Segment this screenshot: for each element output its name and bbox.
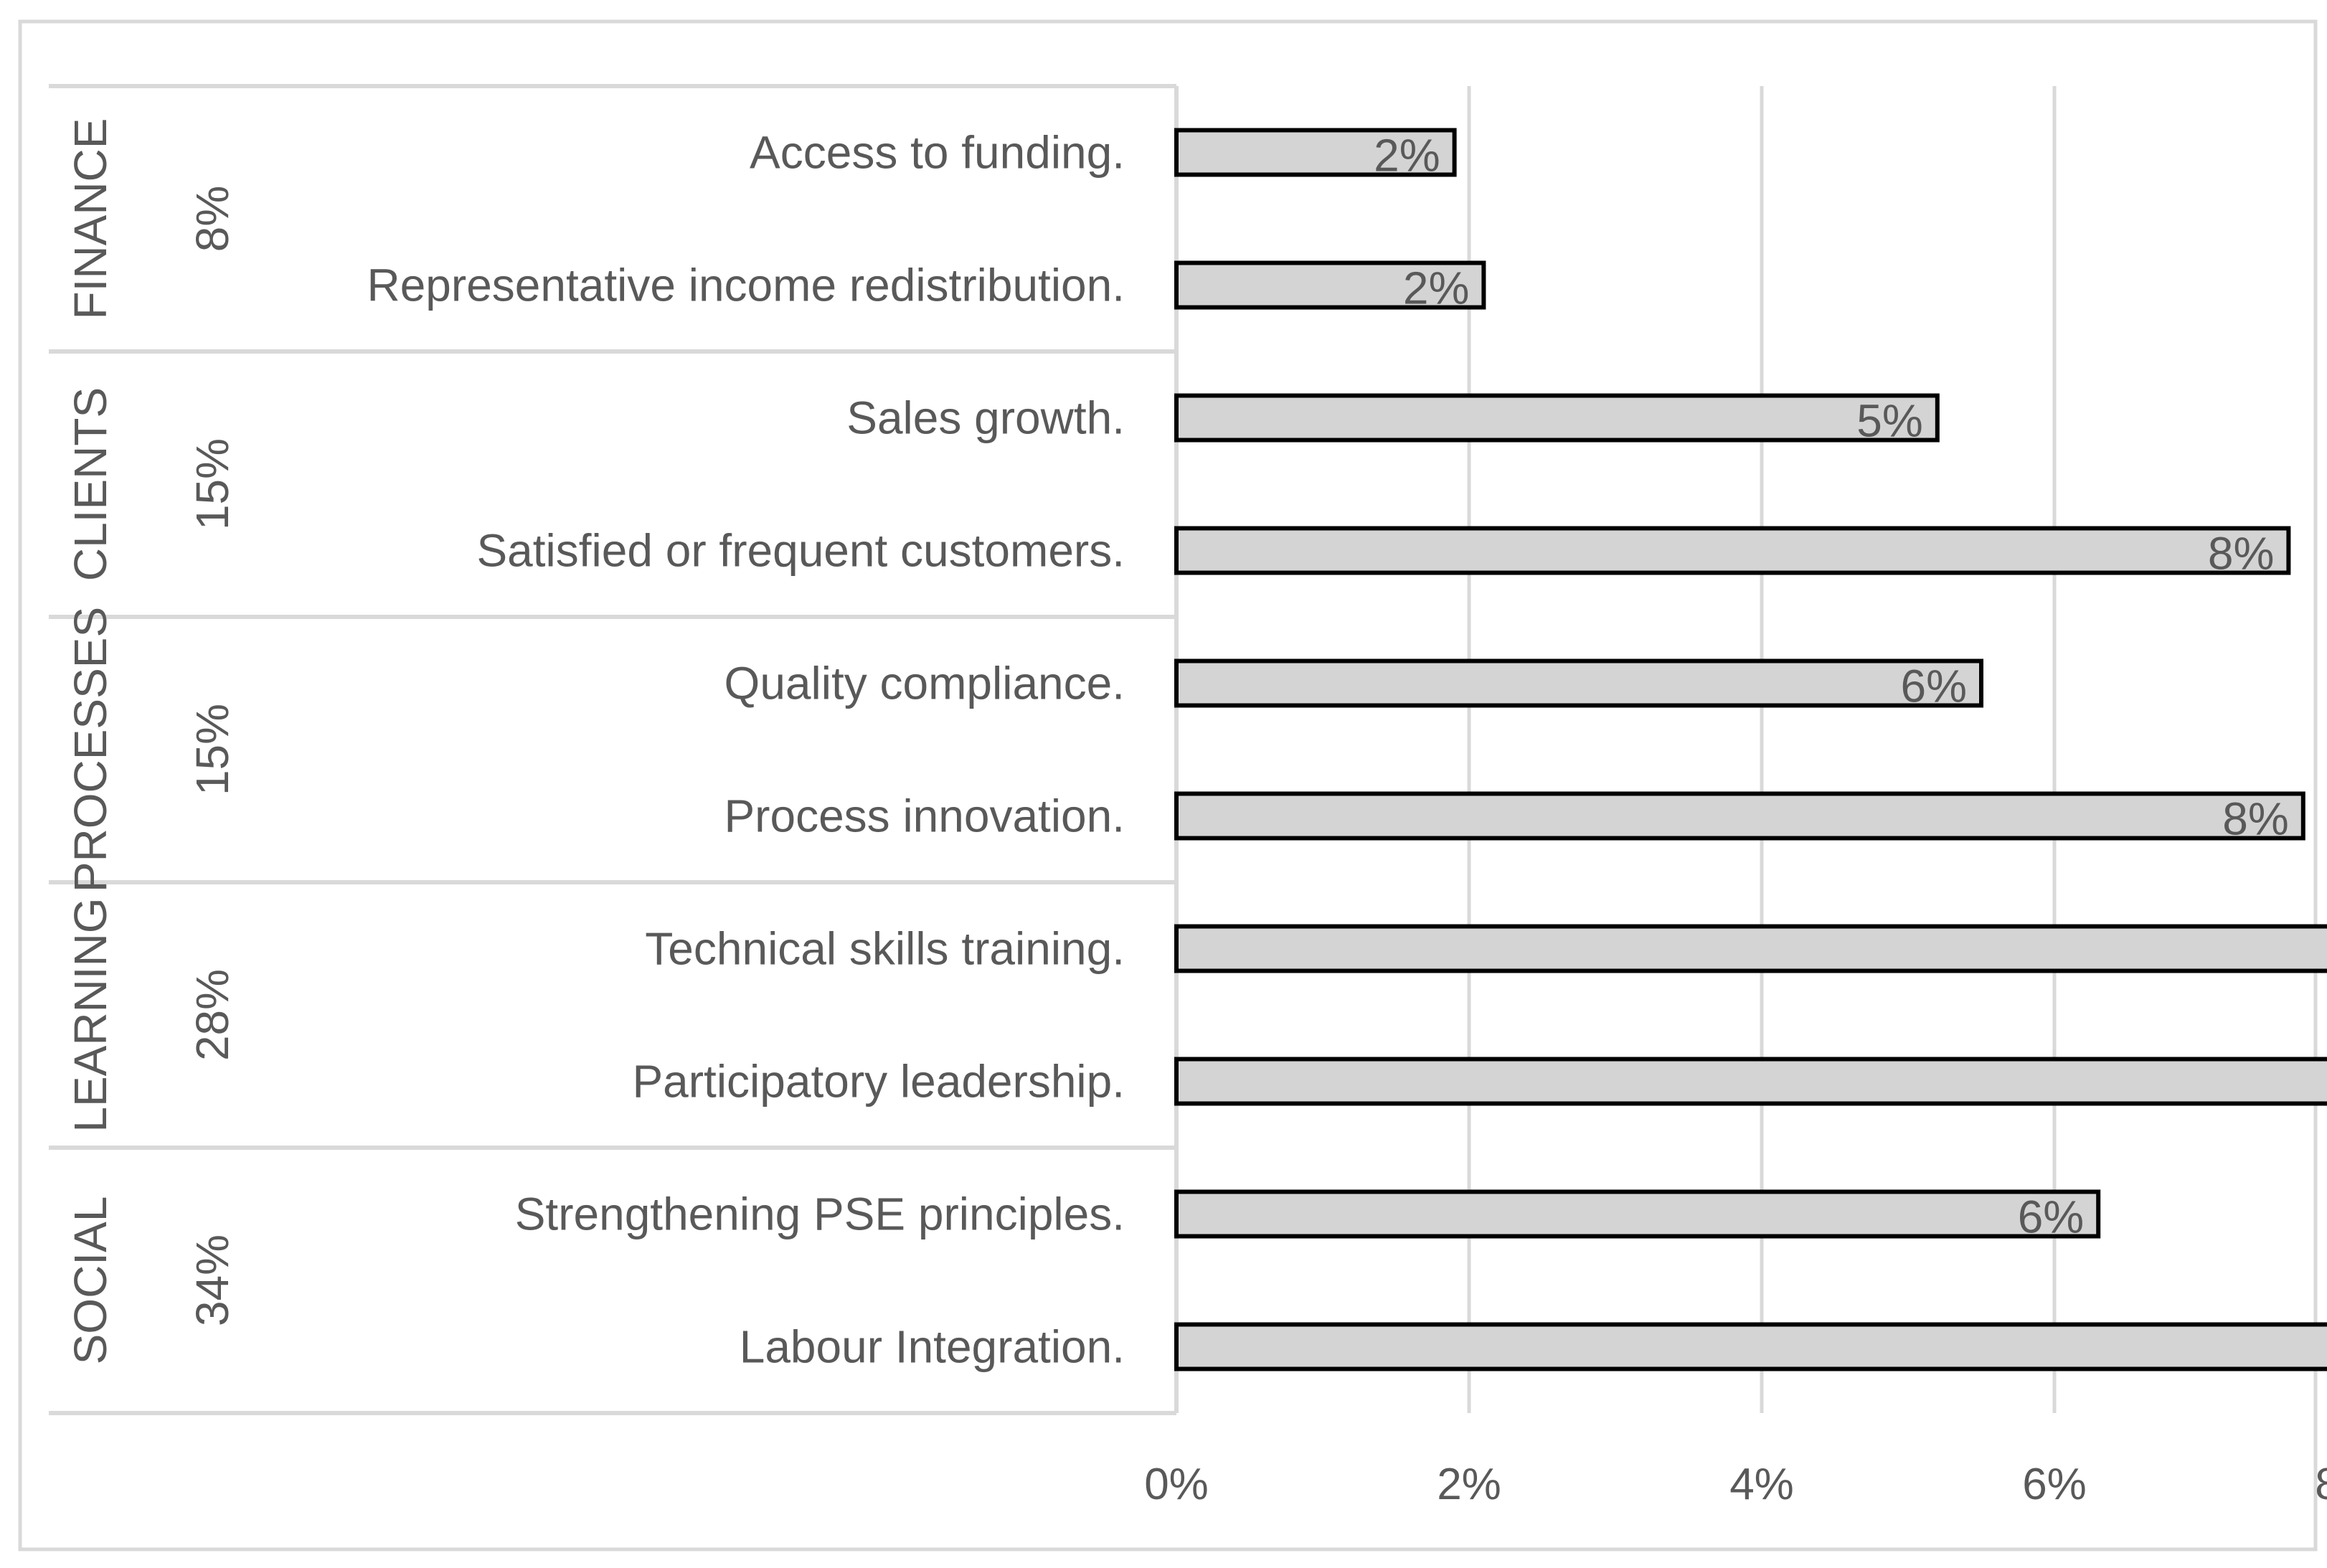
group-share-label: 15% bbox=[187, 704, 238, 795]
bar bbox=[1174, 526, 2291, 575]
item-label: Access to funding. bbox=[750, 127, 1125, 179]
chart-frame bbox=[18, 19, 2318, 1552]
bar bbox=[1174, 1057, 2327, 1106]
item-label: Process innovation. bbox=[724, 790, 1125, 842]
item-label: Technical skills training. bbox=[645, 923, 1125, 975]
group-name-label: CLIENTS bbox=[65, 387, 116, 581]
item-label: Sales growth. bbox=[846, 392, 1125, 444]
group-name-label: FINANCE bbox=[65, 118, 116, 320]
bar-data-label: 2% bbox=[1374, 130, 1440, 181]
x-tick-label: 8% bbox=[2315, 1460, 2327, 1509]
bar bbox=[1174, 658, 1983, 708]
bars: 2%2%5%8%6%8%11%12%6%11% bbox=[1174, 128, 2327, 1371]
bar bbox=[1174, 260, 1486, 310]
x-tick-label: 6% bbox=[2022, 1460, 2087, 1509]
item-label: Satisfied or frequent customers. bbox=[476, 525, 1125, 577]
item-label: Strengthening PSE principles. bbox=[515, 1189, 1125, 1240]
category-labels: FINANCE 8% Access to funding. Representativ… bbox=[65, 118, 1125, 1373]
bar-data-label: 2% bbox=[1403, 263, 1470, 314]
group-name-label: SOCIAL bbox=[65, 1196, 116, 1365]
bar bbox=[1174, 393, 1940, 443]
item-label: Quality compliance. bbox=[724, 658, 1125, 709]
bar-data-label: 8% bbox=[2208, 528, 2275, 580]
bar-data-label: 8% bbox=[2222, 793, 2289, 845]
bar-data-label: 6% bbox=[1901, 661, 1968, 712]
x-tick-label: 4% bbox=[1729, 1460, 1794, 1509]
group-share-label: 8% bbox=[187, 186, 238, 252]
item-label: Representative income redistribution. bbox=[367, 260, 1125, 311]
group-share-label: 28% bbox=[187, 969, 238, 1061]
bar bbox=[1174, 1322, 2327, 1371]
item-label: Participatory leadership. bbox=[632, 1056, 1125, 1107]
x-axis-ticks: 0%2%4%6%8%10%12%14% bbox=[1144, 1460, 2327, 1509]
bar bbox=[1174, 924, 2327, 973]
bar bbox=[1174, 128, 1457, 177]
bar bbox=[1174, 1189, 2101, 1239]
bar-data-label: 6% bbox=[2018, 1191, 2085, 1243]
group-name-label: LEARNING bbox=[65, 897, 116, 1132]
item-label: Labour Integration. bbox=[740, 1321, 1125, 1373]
group-share-label: 15% bbox=[187, 438, 238, 530]
group-share-label: 34% bbox=[187, 1234, 238, 1326]
x-tick-label: 2% bbox=[1437, 1460, 1501, 1509]
bar bbox=[1174, 791, 2305, 841]
bar-data-label: 5% bbox=[1856, 395, 1923, 447]
x-tick-label: 0% bbox=[1144, 1460, 1209, 1509]
group-name-label: PROCESSES bbox=[65, 607, 116, 892]
